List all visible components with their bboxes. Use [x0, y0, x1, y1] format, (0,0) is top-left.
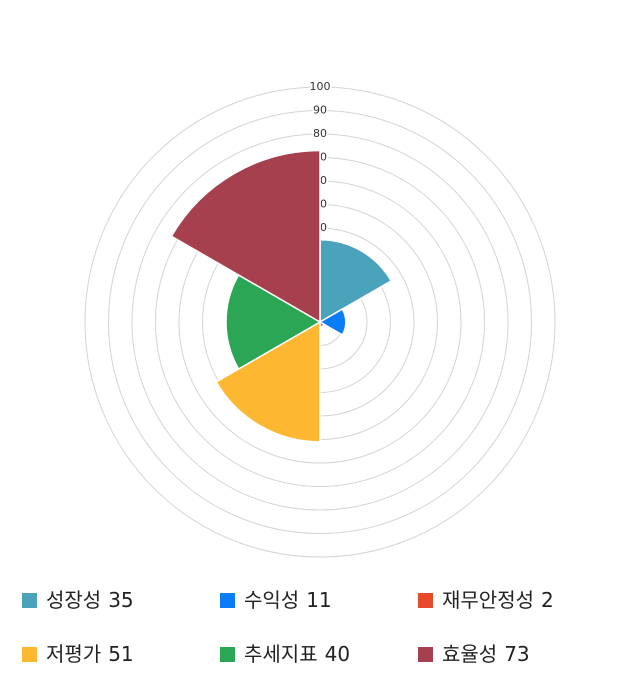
legend-name: 효율성 [442, 642, 497, 666]
legend-name: 성장성 [46, 588, 101, 612]
legend-name: 추세지표 [244, 642, 318, 666]
legend-name: 재무안정성 [442, 588, 534, 612]
legend-value: 40 [325, 642, 350, 666]
legend-name: 저평가 [46, 642, 101, 666]
tick-label: 100 [310, 80, 331, 93]
legend-label: 재무안정성 2 [442, 588, 554, 612]
legend-swatch [22, 647, 37, 662]
legend-value: 51 [108, 642, 133, 666]
legend-label: 수익성 11 [244, 588, 332, 612]
legend-label: 효율성 73 [442, 642, 530, 666]
tick-label: 80 [313, 127, 327, 140]
grid-ring [84, 86, 556, 558]
legend-value: 2 [541, 588, 554, 612]
legend-label: 성장성 35 [46, 588, 134, 612]
grid-ring [108, 110, 532, 534]
legend-swatch [418, 647, 433, 662]
legend-swatch [418, 593, 433, 608]
legend-value: 35 [108, 588, 133, 612]
sector [319, 238, 393, 324]
sector [318, 308, 347, 336]
legend-label: 저평가 51 [46, 642, 134, 666]
sector [225, 273, 322, 371]
legend-swatch [220, 593, 235, 608]
tick-label: 90 [313, 104, 327, 117]
sector [170, 149, 321, 324]
legend-value: 73 [504, 642, 529, 666]
legend-swatch [220, 647, 235, 662]
sector [215, 320, 321, 443]
legend-value: 11 [306, 588, 331, 612]
legend-label: 추세지표 40 [244, 642, 350, 666]
legend-swatch [22, 593, 37, 608]
legend-name: 수익성 [244, 588, 299, 612]
grid-ring [131, 133, 509, 511]
